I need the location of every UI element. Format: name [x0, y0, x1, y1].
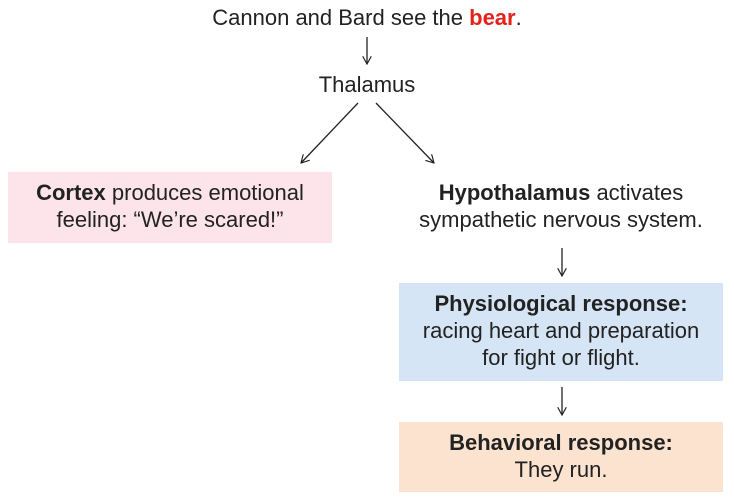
behavioral-heading: Behavioral response: [449, 430, 673, 455]
cortex-line1: Cortex produces emotional [8, 179, 332, 206]
diagram-title: Cannon and Bard see the bear. [0, 4, 734, 32]
thalamus-node: Thalamus [318, 72, 416, 97]
cortex-bold-label: Cortex [36, 180, 106, 205]
physiological-line1: racing heart and preparation [422, 318, 700, 343]
physiological-heading: Physiological response: [434, 291, 688, 316]
cortex-line1-rest: produces emotional [105, 180, 304, 205]
hypothalamus-line1: Hypothalamus activates [398, 179, 724, 206]
cortex-line2: feeling: “We’re scared!” [56, 207, 284, 232]
title-prefix: Cannon and Bard see the [212, 5, 470, 30]
behavioral-response-node: Behavioral response: They run. [399, 422, 723, 492]
arrow-thalamus-to-hypothalamus [375, 102, 434, 163]
physiological-response-node: Physiological response: racing heart and… [399, 283, 723, 381]
behavioral-line1: They run. [514, 457, 608, 482]
hypothalamus-line2: sympathetic nervous system. [419, 207, 703, 232]
arrow-thalamus-to-cortex [301, 102, 359, 163]
cortex-node: Cortex produces emotional feeling: “We’r… [8, 172, 332, 243]
hypothalamus-bold-label: Hypothalamus [438, 180, 591, 205]
physiological-line2: for fight or flight. [482, 345, 640, 370]
hypothalamus-line1-rest: activates [590, 180, 684, 205]
title-highlight-bear: bear [469, 5, 516, 30]
title-suffix: . [515, 5, 522, 30]
hypothalamus-node: Hypothalamus activates sympathetic nervo… [398, 172, 724, 243]
